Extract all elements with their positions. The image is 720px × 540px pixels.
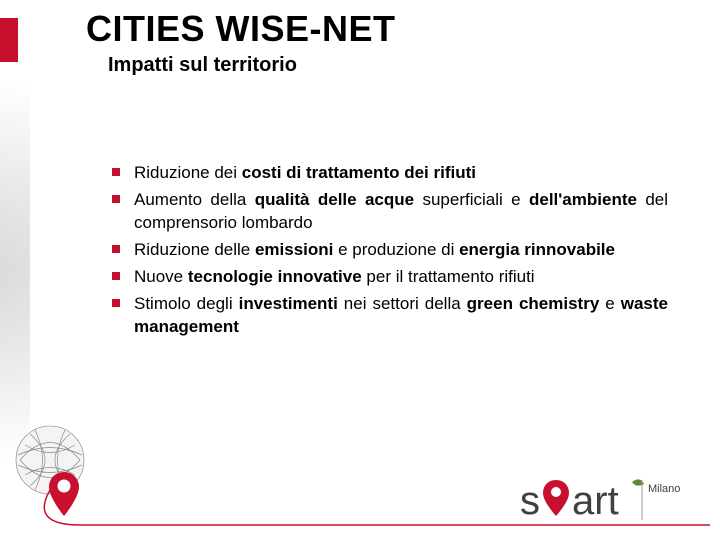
bullet-text: Aumento della [134,190,255,209]
bullet-text: Riduzione delle [134,240,255,259]
bullet-text: tecnologie innovative [188,267,362,286]
bullet-item: Stimolo degli investimenti nei settori d… [108,293,668,339]
logo-letters-art: art [572,479,619,523]
bullet-text: dell'ambiente [529,190,637,209]
title-red-band [0,18,18,62]
bullet-text: Stimolo degli [134,294,239,313]
bullet-text: emissioni [255,240,333,259]
bullet-list: Riduzione dei costi di trattamento dei r… [108,162,668,343]
bullet-text: per il trattamento rifiuti [362,267,535,286]
bullet-text: nei settori della [338,294,467,313]
bullet-item: Aumento della qualità delle acque superf… [108,189,668,235]
bullet-text: investimenti [239,294,338,313]
bullet-text: Nuove [134,267,188,286]
page-title: CITIES WISE-NET [86,8,396,50]
bullet-item: Nuove tecnologie innovative per il tratt… [108,266,668,289]
slide: CITIES WISE-NET Impatti sul territorio R… [0,0,720,540]
bullet-text: energia rinnovabile [459,240,615,259]
logo-subtext: Milano [648,483,680,495]
bullet-item: Riduzione delle emissioni e produzione d… [108,239,668,262]
bullet-text: e [599,294,620,313]
bullet-text: Riduzione dei [134,163,242,182]
bullet-text: green chemistry [467,294,600,313]
bullet-text: superficiali e [414,190,529,209]
bullet-text: qualità delle acque [255,190,414,209]
bullet-item: Riduzione dei costi di trattamento dei r… [108,162,668,185]
map-pin-icon [46,470,82,518]
bullet-text: e produzione di [333,240,459,259]
bullet-text: costi di trattamento dei rifiuti [242,163,476,182]
logo-letter-s: s [520,479,540,523]
page-subtitle: Impatti sul territorio [108,54,297,77]
smart-milano-logo: s art Milano [520,476,690,528]
